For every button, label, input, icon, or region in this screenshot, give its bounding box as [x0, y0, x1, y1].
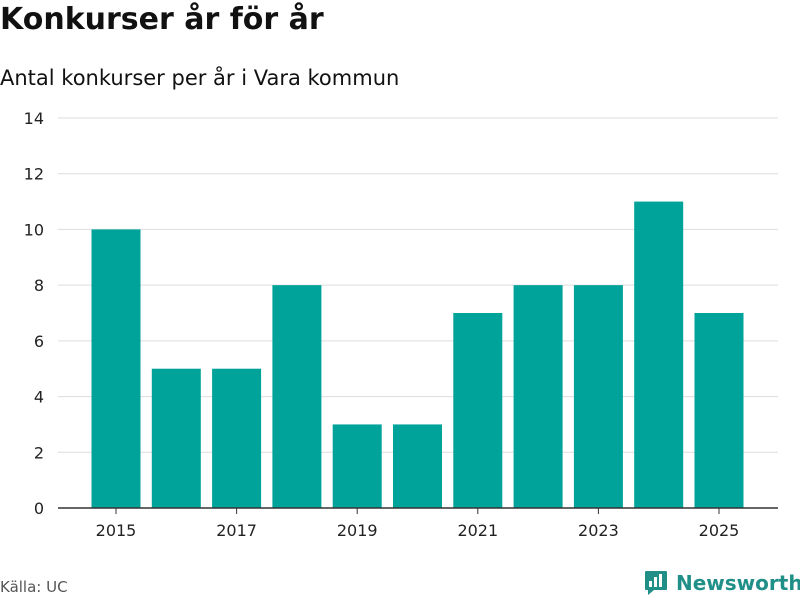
x-tick-label: 2017	[216, 521, 257, 540]
x-tick-label: 2021	[457, 521, 498, 540]
bars	[91, 201, 744, 509]
x-tick-label: 2015	[96, 521, 137, 540]
y-axis: 0 2 4 6 8 10 12 14	[24, 109, 44, 518]
y-tick-label: 8	[34, 276, 44, 295]
bar-2018	[272, 285, 322, 508]
chart-subtitle: Antal konkurser per år i Vara kommun	[0, 66, 400, 90]
bar-2022	[513, 285, 563, 508]
source-note: Källa: UC	[0, 578, 68, 596]
x-tick-label: 2025	[699, 521, 740, 540]
y-tick-label: 10	[24, 220, 44, 239]
x-tick-label: 2023	[578, 521, 619, 540]
chart-title: Konkurser år för år	[0, 2, 324, 37]
bar-2025	[694, 313, 744, 508]
x-tick-label: 2019	[337, 521, 378, 540]
x-axis: 2015 2017 2019 2021 2023 2025	[58, 507, 778, 540]
bar-2017	[212, 368, 262, 508]
bar-2023	[573, 285, 623, 508]
bar-2019	[332, 424, 382, 508]
y-tick-label: 0	[34, 499, 44, 518]
bar-2020	[393, 424, 442, 508]
y-tick-label: 6	[34, 332, 44, 351]
bar-2024	[634, 201, 684, 509]
bar-2021	[453, 313, 503, 508]
y-tick-label: 2	[34, 443, 44, 462]
brand-logo[interactable]: Newsworthy	[644, 570, 800, 596]
bar-2015	[91, 229, 141, 508]
y-tick-label: 14	[24, 109, 44, 128]
bar-2016	[151, 368, 201, 508]
y-tick-label: 12	[24, 165, 44, 184]
newsworthy-logo-icon	[645, 571, 667, 595]
brand-name: Newsworthy	[676, 571, 800, 595]
y-tick-label: 4	[34, 388, 44, 407]
